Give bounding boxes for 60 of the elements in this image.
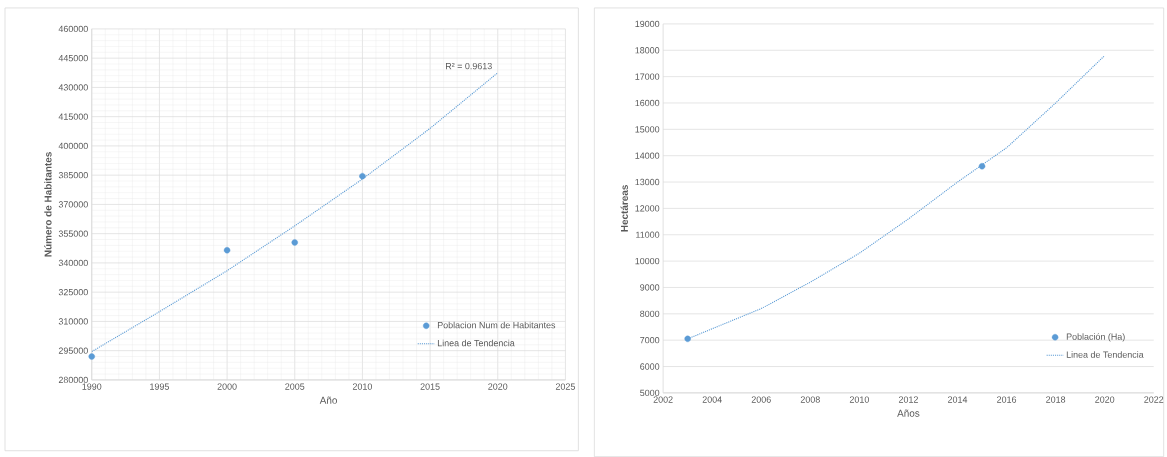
x-tick-label: 1995 (150, 383, 169, 390)
annotation: R² = 0.9613 (446, 62, 492, 70)
x-tick-label: 2000 (217, 383, 237, 390)
y-tick-label: 430000 (58, 84, 88, 91)
x-tick-label: 2018 (1046, 396, 1066, 403)
y-tick-label: 10000 (635, 257, 660, 265)
legend-label: Linea de Tendencia (437, 339, 515, 347)
legend-label: Población (Ha) (1066, 333, 1125, 342)
x-tick-label: 2025 (555, 383, 575, 390)
y-tick-label: 325000 (58, 288, 88, 296)
x-tick-label: 2014 (948, 396, 968, 403)
y-axis-title: Número de Habitantes (44, 152, 52, 257)
y-tick-label: 310000 (58, 318, 88, 325)
y-tick-label: 340000 (58, 259, 88, 267)
y-tick-label: 9000 (640, 284, 660, 291)
x-axis-title: Año (319, 396, 337, 404)
x-tick-label: 2010 (849, 396, 869, 403)
y-tick-label: 14000 (635, 152, 660, 159)
y-tick-label: 13000 (635, 178, 660, 186)
x-tick-label: 2016 (997, 396, 1017, 403)
y-tick-label: 370000 (58, 201, 88, 208)
y-tick-label: 15000 (635, 126, 660, 133)
y-tick-label: 6000 (640, 363, 660, 370)
x-tick-label: 2012 (898, 396, 918, 403)
y-tick-label: 12000 (635, 205, 660, 212)
y-tick-label: 295000 (58, 347, 88, 354)
x-tick-label: 1990 (82, 383, 102, 390)
x-tick-label: 2006 (751, 396, 771, 403)
y-tick-label: 16000 (635, 99, 660, 107)
x-tick-label: 2010 (352, 383, 373, 390)
legend-label: Poblacion Num de Habitantes (437, 321, 556, 329)
x-axis-title: Años (897, 409, 920, 417)
y-tick-label: 8000 (640, 310, 660, 317)
y-tick-label: 445000 (58, 54, 88, 62)
legend-label: Linea de Tendencia (1066, 351, 1144, 358)
y-tick-label: 280000 (58, 376, 88, 384)
point (88, 353, 95, 360)
point (223, 247, 231, 254)
y-tick-label: 355000 (58, 230, 88, 237)
y-tick-label: 415000 (58, 113, 88, 120)
y-tick-label: 19000 (635, 20, 660, 28)
point (291, 239, 298, 246)
y-tick-label: 460000 (58, 25, 88, 33)
x-tick-label: 2022 (1144, 396, 1164, 403)
point (359, 172, 366, 180)
x-tick-label: 2020 (1095, 396, 1115, 403)
y-tick-label: 385000 (58, 171, 88, 179)
y-tick-label: 18000 (635, 47, 660, 54)
x-tick-label: 2015 (420, 383, 440, 390)
y-tick-label: 11000 (636, 231, 660, 238)
x-tick-label: 2002 (653, 396, 673, 403)
x-tick-label: 2005 (285, 383, 305, 390)
y-tick-label: 5000 (640, 389, 660, 396)
y-tick-label: 400000 (58, 142, 88, 150)
x-tick-label: 2020 (488, 383, 508, 390)
y-axis-title: Hectáreas (620, 185, 628, 232)
x-tick-label: 2004 (702, 396, 722, 403)
y-tick-label: 17000 (635, 73, 660, 80)
x-tick-label: 2008 (800, 396, 820, 403)
y-tick-label: 7000 (640, 336, 660, 344)
